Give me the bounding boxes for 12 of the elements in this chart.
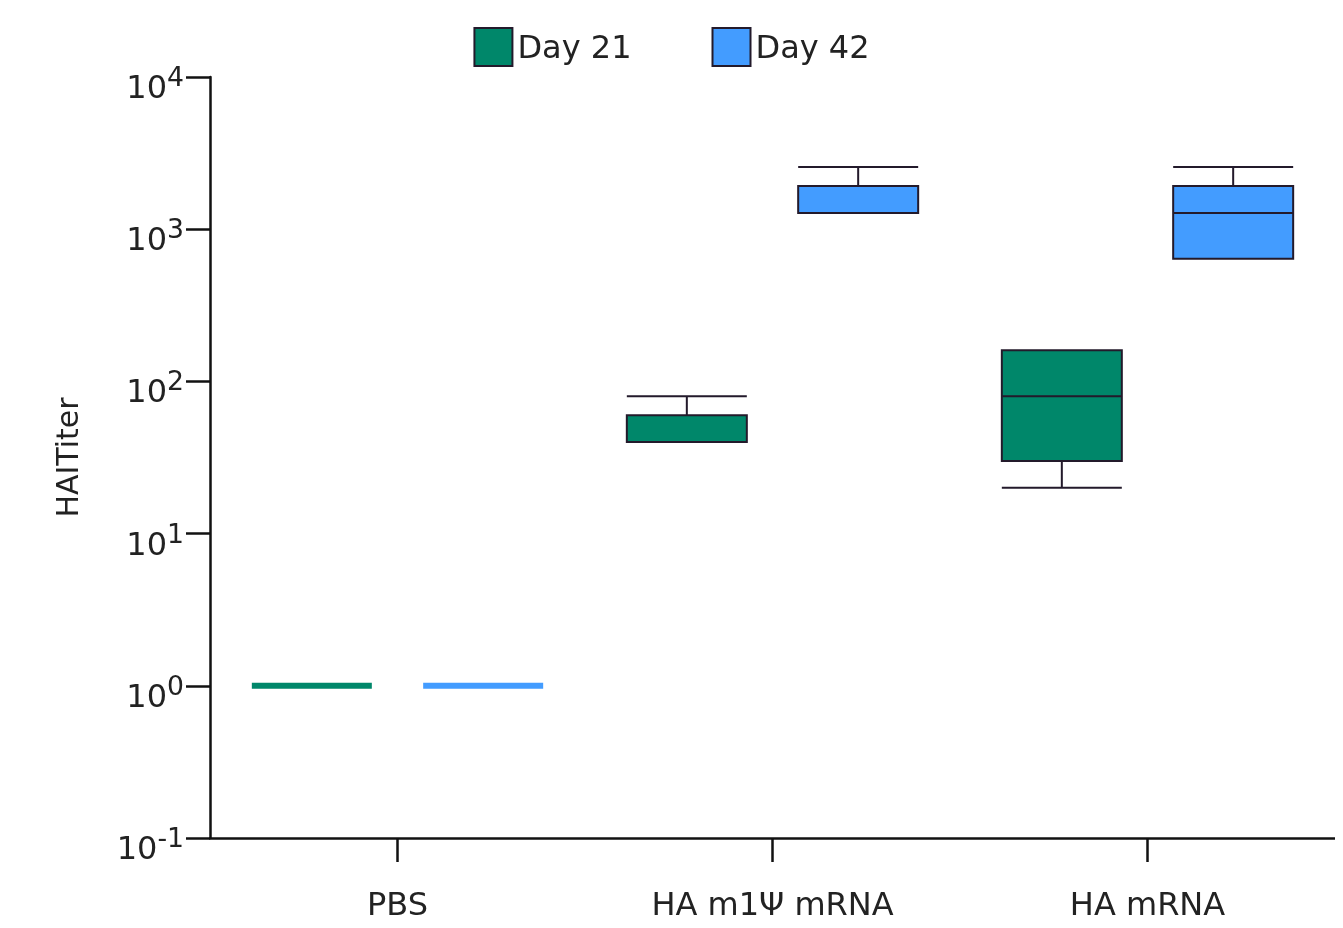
y-tick-label: 10$^{3}$ <box>126 212 184 259</box>
y-axis-title: HAITiter <box>49 396 85 518</box>
y-tick-label: 10$^{0}$ <box>126 668 184 716</box>
y-tick-label: 10$^{2}$ <box>126 364 184 412</box>
y-tick-label: 10$^{4}$ <box>126 60 184 107</box>
legend-label: Day 42 <box>755 28 870 66</box>
x-tick-label: PBS <box>367 885 428 923</box>
x-tick-label: HA mRNA <box>1069 885 1226 923</box>
legend-label: Day 21 <box>517 28 632 66</box>
y-tick-label: 10$^{-1}$ <box>116 821 184 868</box>
x-tick-label: HA m1Ψ mRNA <box>651 885 894 923</box>
y-tick-label: 10$^{1}$ <box>126 516 184 564</box>
